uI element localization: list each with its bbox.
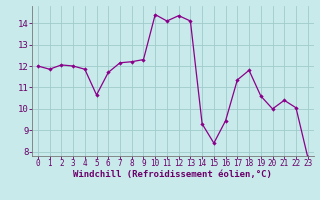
- X-axis label: Windchill (Refroidissement éolien,°C): Windchill (Refroidissement éolien,°C): [73, 170, 272, 179]
